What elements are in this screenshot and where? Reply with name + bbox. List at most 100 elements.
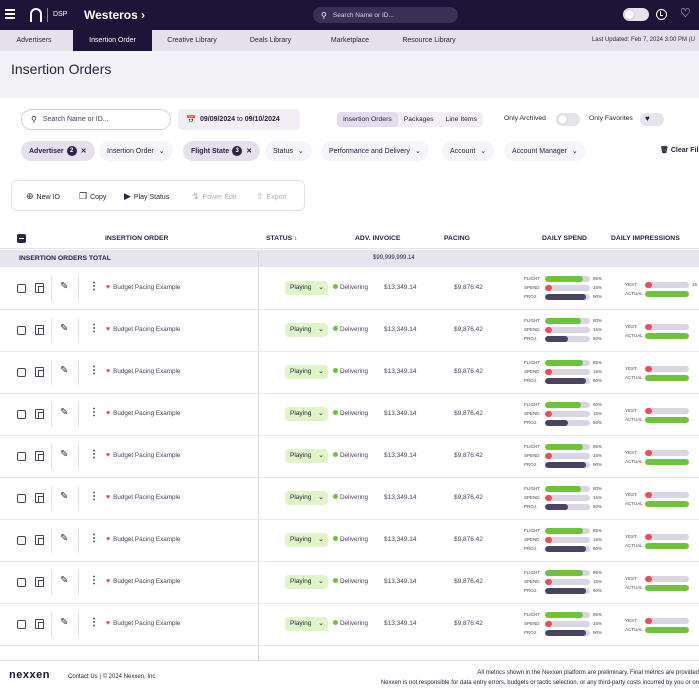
new-io-button[interactable]: ⊕ New IO [26, 191, 60, 202]
status-select[interactable]: Playing ⌄ [285, 491, 328, 505]
table-row[interactable]: ✎ ⋮ ♥ Budget Pacing Example Playing ⌄ Deliveri… [0, 604, 699, 646]
io-name[interactable]: ♥ Budget Pacing Example [106, 452, 180, 459]
menu-icon[interactable] [5, 9, 15, 19]
pencil-icon[interactable]: ✎ [60, 365, 69, 376]
heart-icon[interactable]: ♥ [106, 326, 111, 333]
chip-flight-state[interactable]: Flight State 3 ✕ [183, 141, 260, 161]
tab-creative-library[interactable]: Creative Library [167, 37, 217, 44]
tab-marketplace[interactable]: Marketplace [330, 37, 370, 44]
pencil-icon[interactable]: ✎ [60, 323, 69, 334]
play-status-button[interactable]: ▶ Play Status [124, 191, 169, 202]
col-insertion-order[interactable]: INSERTION ORDER [105, 235, 169, 242]
io-name[interactable]: ♥ Budget Pacing Example [106, 536, 180, 543]
tab-deals-library[interactable]: Deals Library [249, 37, 292, 44]
heart-icon[interactable]: ♡ [680, 6, 691, 20]
chip-account-manager[interactable]: Account Manager ⌄ [504, 141, 586, 161]
export-button[interactable]: ⇧ Export [256, 191, 287, 202]
row-checkbox[interactable] [17, 452, 26, 461]
pencil-icon[interactable]: ✎ [60, 491, 69, 502]
global-search-input[interactable]: ⚲ Search Name or ID... [313, 7, 458, 23]
more-icon[interactable]: ⋮ [89, 407, 99, 418]
close-icon[interactable]: ✕ [246, 148, 252, 155]
pencil-icon[interactable]: ✎ [60, 533, 69, 544]
col-daily-spend[interactable]: DAILY SPEND [542, 235, 587, 242]
col-pacing[interactable]: PACING [444, 235, 470, 242]
more-icon[interactable]: ⋮ [89, 365, 99, 376]
row-checkbox[interactable] [17, 494, 26, 503]
segment-insertion-orders[interactable]: Insertion Orders [337, 112, 398, 127]
theme-toggle[interactable] [623, 8, 649, 21]
segment-packages[interactable]: Packages [403, 116, 434, 123]
org-switcher[interactable]: Westeros [84, 8, 138, 22]
status-select[interactable]: Playing ⌄ [285, 449, 328, 463]
col-adv-invoice[interactable]: ADV. INVOICE [355, 235, 401, 242]
heart-icon[interactable]: ♥ [106, 410, 111, 417]
pencil-icon[interactable]: ✎ [60, 617, 69, 628]
chip-account[interactable]: Account ⌄ [442, 141, 495, 161]
more-icon[interactable]: ⋮ [89, 533, 99, 544]
row-checkbox[interactable] [17, 536, 26, 545]
copy-button[interactable]: ❐ Copy [79, 191, 106, 202]
chevron-right-icon[interactable]: › [141, 8, 145, 22]
clear-filters-button[interactable]: 🗑 Clear Fil [660, 146, 698, 154]
io-name[interactable]: ♥ Budget Pacing Example [106, 284, 180, 291]
table-row[interactable]: ✎ ⋮ ♥ Budget Pacing Example Playing ⌄ Deliveri… [0, 436, 699, 478]
io-name[interactable]: ♥ Budget Pacing Example [106, 368, 180, 375]
table-row[interactable]: ✎ ⋮ ♥ Budget Pacing Example Playing ⌄ Deliveri… [0, 520, 699, 562]
table-row[interactable]: ✎ ⋮ ♥ Budget Pacing Example Playing ⌄ Deliveri… [0, 352, 699, 394]
more-icon[interactable]: ⋮ [89, 575, 99, 586]
table-row[interactable]: ✎ ⋮ ♥ Budget Pacing Example Playing ⌄ Deliveri… [0, 310, 699, 352]
chip-status[interactable]: Status ⌄ [265, 141, 312, 161]
pencil-icon[interactable]: ✎ [60, 407, 69, 418]
clock-icon[interactable] [656, 9, 667, 20]
copy-icon[interactable] [35, 283, 44, 293]
copy-icon[interactable] [35, 577, 44, 587]
power-edit-button[interactable]: ↯ Power Edit [192, 191, 236, 202]
status-select[interactable]: Playing ⌄ [285, 323, 328, 337]
row-checkbox[interactable] [17, 284, 26, 293]
copy-icon[interactable] [35, 493, 44, 503]
nexxen-logo-icon[interactable] [30, 8, 42, 22]
row-checkbox[interactable] [17, 578, 26, 587]
copy-icon[interactable] [35, 451, 44, 461]
copy-icon[interactable] [35, 367, 44, 377]
chip-insertion-order[interactable]: Insertion Order ⌄ [99, 141, 173, 161]
io-name[interactable]: ♥ Budget Pacing Example [106, 326, 180, 333]
more-icon[interactable]: ⋮ [89, 617, 99, 628]
heart-icon[interactable]: ♥ [106, 536, 111, 543]
row-checkbox[interactable] [17, 326, 26, 335]
search-input[interactable]: ⚲ Search Name or ID... [21, 109, 171, 130]
more-icon[interactable]: ⋮ [89, 281, 99, 292]
col-status[interactable]: STATUS ↓ [266, 235, 298, 242]
heart-icon[interactable]: ♥ [106, 620, 111, 627]
only-favorites-toggle[interactable]: ♥ [640, 113, 664, 126]
chip-advertiser[interactable]: Advertiser 2 ✕ [21, 141, 95, 161]
status-select[interactable]: Playing ⌄ [285, 407, 328, 421]
close-icon[interactable]: ✕ [80, 148, 87, 155]
pencil-icon[interactable]: ✎ [60, 575, 69, 586]
status-select[interactable]: Playing ⌄ [285, 533, 328, 547]
heart-icon[interactable]: ♥ [106, 494, 111, 501]
tab-advertisers[interactable]: Advertisers [16, 37, 52, 44]
copy-icon[interactable] [35, 325, 44, 335]
tab-resource-library[interactable]: Resource Library [402, 37, 456, 44]
io-name[interactable]: ♥ Budget Pacing Example [106, 620, 180, 627]
pencil-icon[interactable]: ✎ [60, 449, 69, 460]
more-icon[interactable]: ⋮ [89, 491, 99, 502]
heart-icon[interactable]: ♥ [106, 452, 111, 459]
table-row[interactable]: ✎ ⋮ ♥ Budget Pacing Example Playing ⌄ Deliveri… [0, 562, 699, 604]
col-daily-impressions[interactable]: DAILY IMPRESSIONS [611, 235, 680, 242]
pencil-icon[interactable]: ✎ [60, 281, 69, 292]
row-checkbox[interactable] [17, 410, 26, 419]
table-row[interactable]: ✎ ⋮ ♥ Budget Pacing Example Playing ⌄ Deliveri… [0, 478, 699, 520]
table-row[interactable]: ✎ ⋮ ♥ Budget Pacing Example Playing ⌄ Deliveri… [0, 394, 699, 436]
row-checkbox[interactable] [17, 368, 26, 377]
status-select[interactable]: Playing ⌄ [285, 575, 328, 589]
io-name[interactable]: ♥ Budget Pacing Example [106, 410, 180, 417]
tab-insertion-order[interactable]: Insertion Order [73, 30, 152, 51]
more-icon[interactable]: ⋮ [89, 323, 99, 334]
io-name[interactable]: ♥ Budget Pacing Example [106, 494, 180, 501]
contact-us-link[interactable]: Contact Us [68, 674, 98, 680]
io-name[interactable]: ♥ Budget Pacing Example [106, 578, 180, 585]
only-archived-toggle[interactable] [556, 113, 580, 126]
